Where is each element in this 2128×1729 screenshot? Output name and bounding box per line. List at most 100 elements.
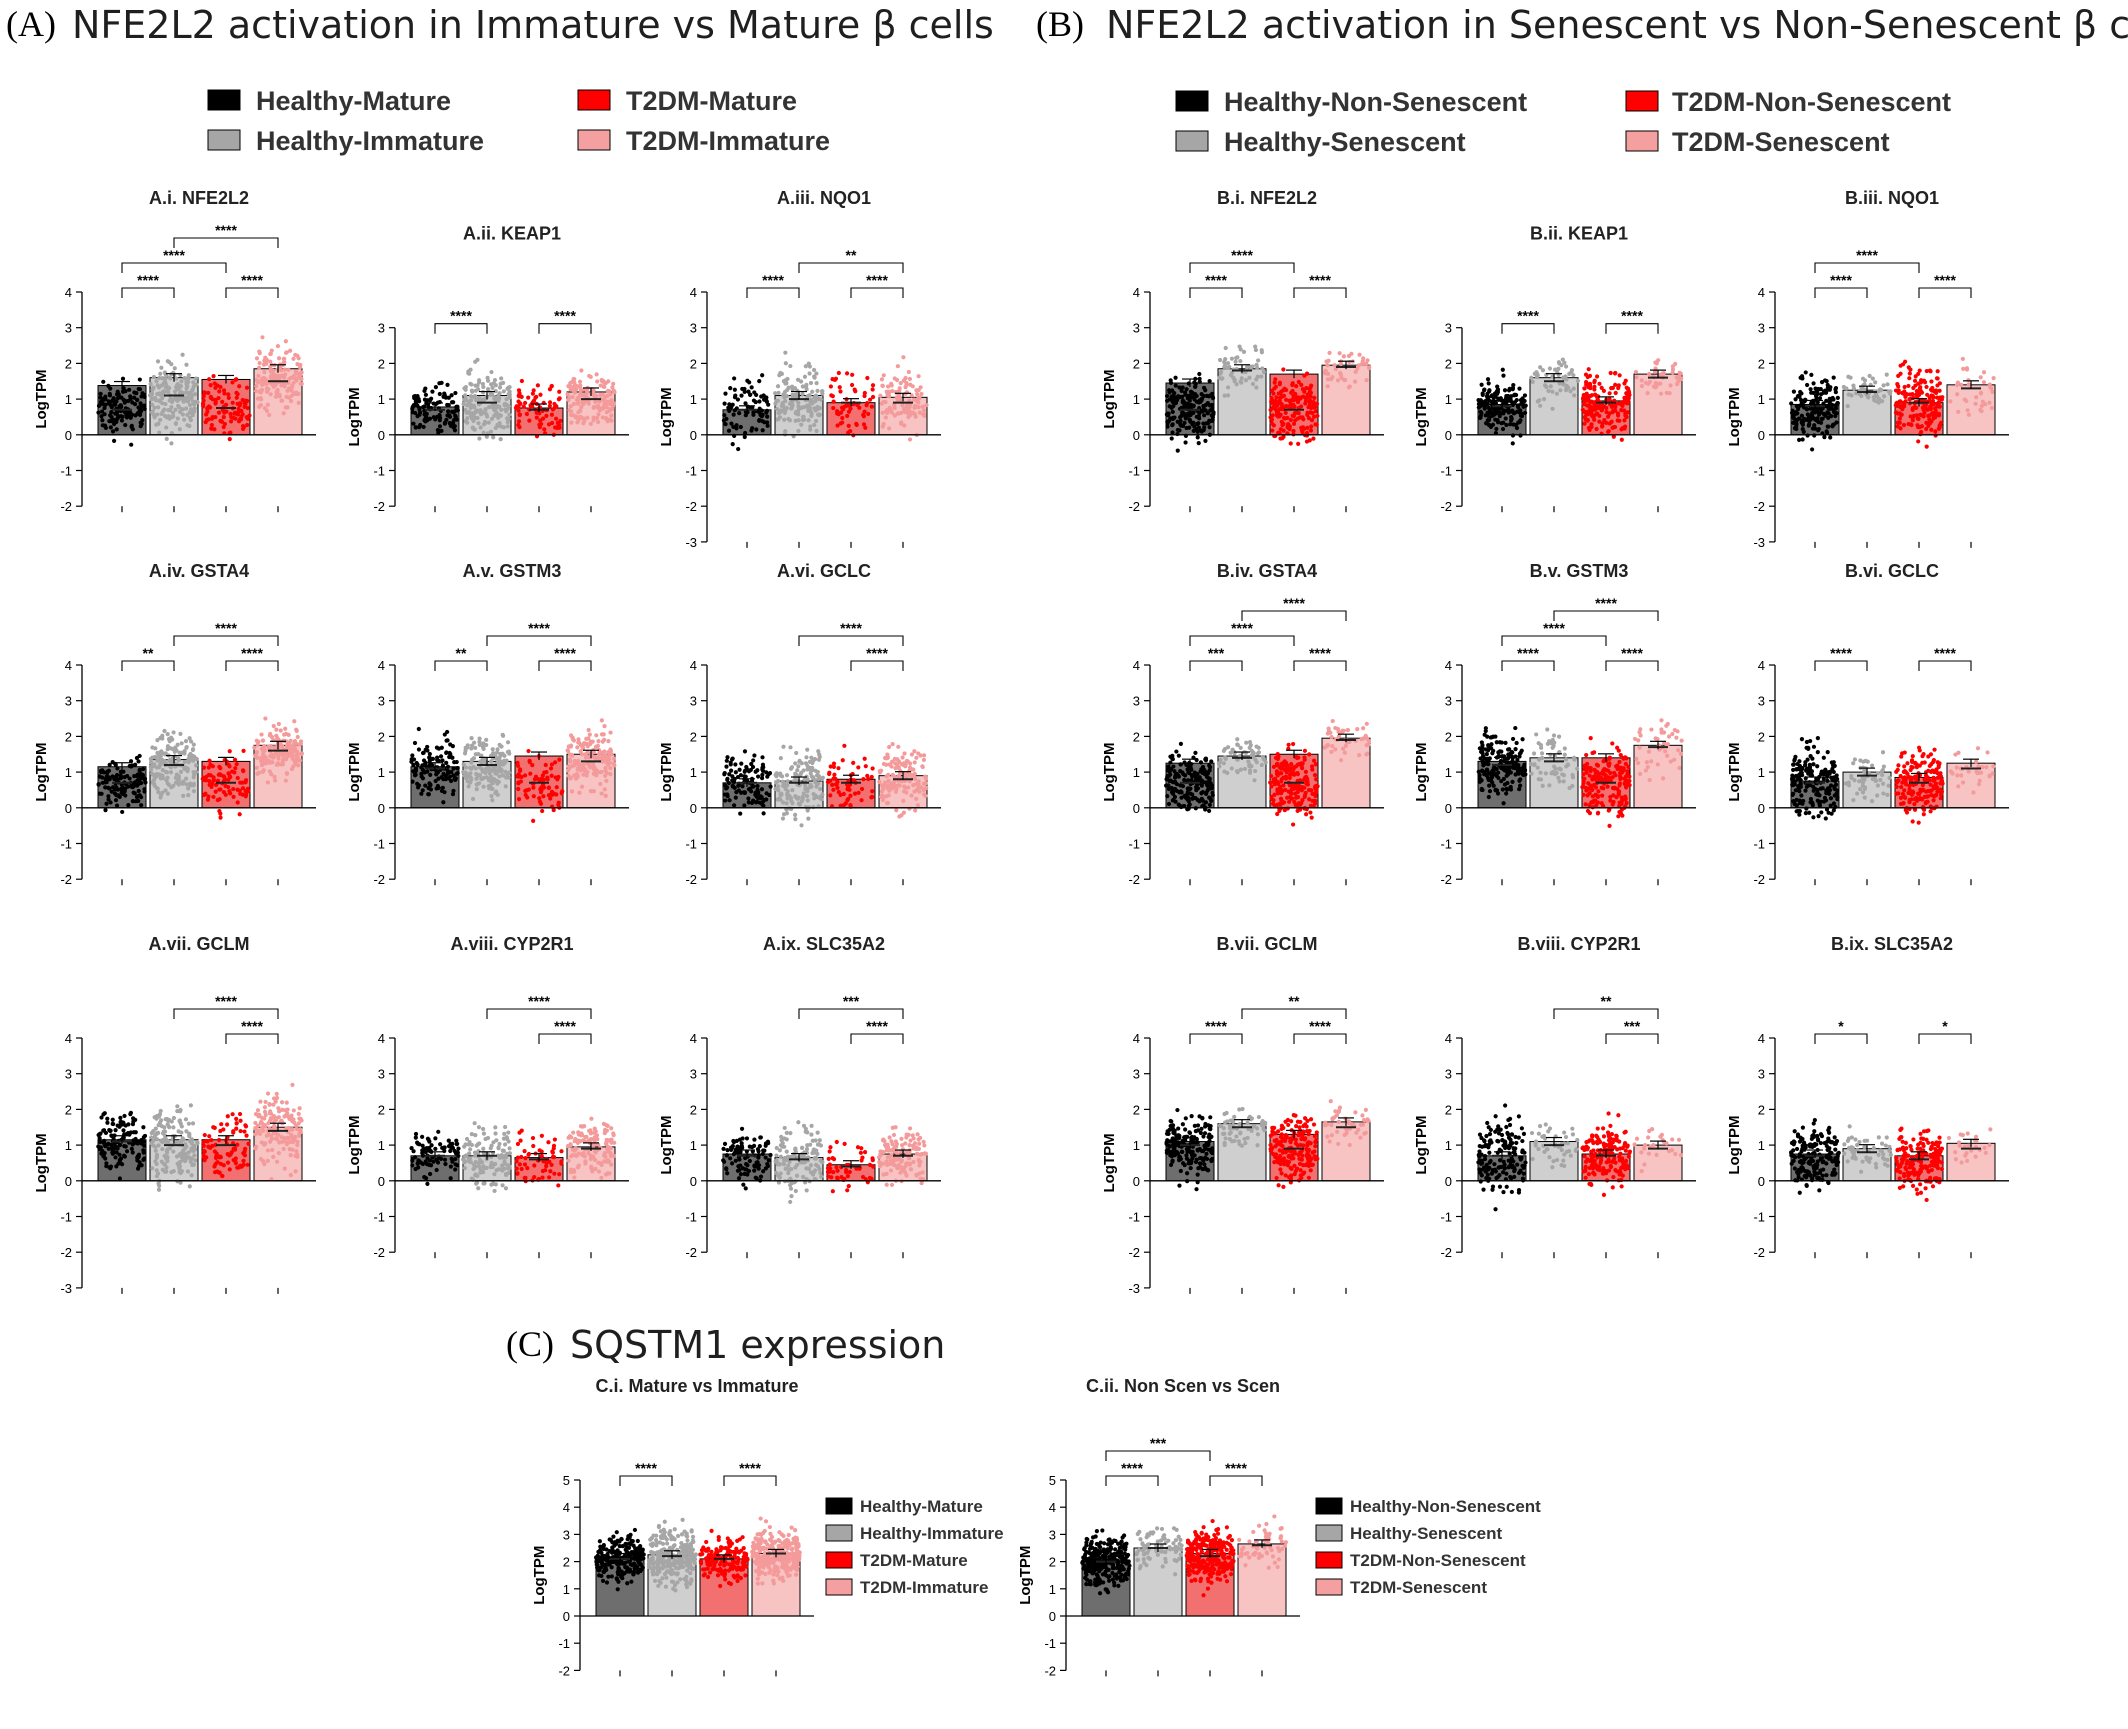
data-point	[123, 793, 128, 798]
data-point	[840, 407, 846, 412]
data-point	[793, 772, 799, 777]
data-point	[733, 1158, 738, 1163]
data-point	[449, 400, 455, 405]
data-point	[575, 420, 580, 425]
data-point	[184, 381, 189, 387]
data-point	[223, 402, 229, 407]
data-point	[469, 1142, 475, 1148]
data-point	[246, 1141, 251, 1146]
data-point	[801, 791, 806, 796]
data-point	[276, 1151, 281, 1156]
data-point	[143, 780, 148, 785]
data-point	[419, 765, 424, 770]
data-point	[903, 384, 908, 390]
data-point	[222, 421, 227, 427]
data-point	[164, 436, 169, 441]
data-point	[797, 802, 802, 807]
data-point	[603, 1154, 608, 1159]
data-point	[180, 412, 185, 417]
data-point	[777, 1175, 782, 1180]
data-point	[831, 764, 837, 769]
data-point	[524, 788, 530, 793]
data-point	[846, 423, 851, 428]
data-point	[583, 1159, 588, 1164]
data-point	[212, 1170, 218, 1175]
data-point	[254, 378, 259, 383]
legend-label: Healthy-Immature	[256, 126, 484, 156]
data-point	[283, 339, 288, 344]
data-point	[206, 765, 211, 770]
data-point	[292, 376, 297, 381]
data-point	[149, 391, 155, 396]
data-point	[723, 798, 728, 803]
y-axis-label: LogTPM	[658, 743, 675, 802]
data-point	[218, 815, 223, 820]
data-point	[172, 366, 177, 371]
data-point	[158, 772, 163, 778]
data-point	[818, 786, 823, 792]
data-point	[106, 383, 111, 388]
dot-cloud	[410, 380, 460, 435]
data-point	[907, 1156, 912, 1161]
data-point	[207, 405, 212, 410]
data-point	[96, 403, 102, 409]
data-point	[752, 1168, 757, 1173]
data-point	[800, 391, 805, 397]
data-point	[279, 383, 284, 388]
data-point	[584, 736, 589, 741]
data-point	[907, 376, 913, 382]
y-tick-label: -2	[373, 1245, 385, 1260]
data-point	[284, 1100, 289, 1105]
data-point	[738, 811, 743, 816]
data-point	[215, 797, 220, 803]
data-point	[592, 1157, 598, 1163]
data-point	[413, 393, 418, 399]
data-point	[229, 1150, 234, 1155]
data-point	[587, 765, 593, 770]
data-point	[780, 1141, 785, 1146]
y-tick-label: 2	[690, 1102, 697, 1117]
data-point	[484, 434, 489, 439]
data-point	[576, 1151, 581, 1156]
data-point	[297, 1106, 302, 1111]
data-point	[492, 768, 498, 773]
data-point	[163, 1169, 169, 1174]
data-point	[428, 1163, 434, 1168]
data-point	[909, 793, 914, 798]
data-point	[730, 442, 735, 447]
significance-label: ****	[215, 620, 237, 636]
data-point	[885, 384, 891, 389]
data-point	[138, 795, 144, 800]
data-point	[101, 1154, 106, 1159]
data-point	[810, 760, 815, 766]
data-point	[916, 1146, 922, 1151]
data-point	[282, 367, 288, 372]
data-point	[903, 785, 908, 790]
data-point	[262, 1123, 267, 1128]
data-point	[100, 423, 105, 428]
data-point	[425, 748, 430, 753]
data-point	[513, 405, 519, 410]
data-point	[814, 380, 819, 386]
y-tick-label: 1	[65, 392, 72, 407]
data-point	[845, 413, 850, 419]
data-point	[887, 1135, 892, 1140]
legend-swatch	[1625, 130, 1659, 152]
data-point	[494, 396, 499, 401]
data-point	[224, 759, 229, 764]
data-point	[171, 1125, 176, 1130]
data-point	[413, 425, 418, 430]
data-point	[135, 1158, 140, 1163]
y-tick-label: 1	[690, 1138, 697, 1153]
data-point	[853, 389, 858, 394]
data-point	[164, 1156, 169, 1161]
data-point	[114, 785, 119, 790]
data-point	[499, 769, 504, 774]
data-point	[783, 381, 788, 386]
data-point	[803, 1129, 808, 1134]
data-point	[752, 390, 757, 395]
data-point	[223, 783, 228, 789]
data-point	[162, 728, 167, 734]
data-point	[110, 774, 115, 779]
data-point	[735, 1144, 740, 1149]
